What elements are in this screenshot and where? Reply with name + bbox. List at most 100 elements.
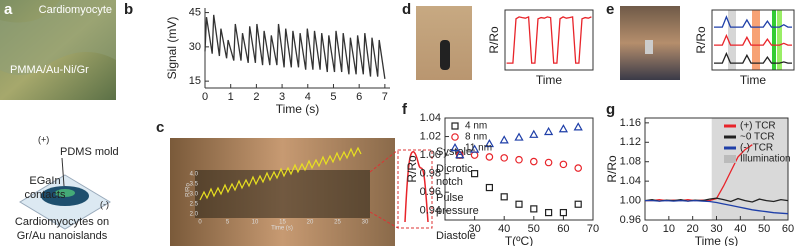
inset-y-tick: 4.0	[190, 172, 199, 178]
panel-letter: d	[402, 1, 411, 18]
inset-y-tick: 2.5	[190, 202, 199, 208]
sensor	[440, 40, 450, 70]
plot-frame	[504, 9, 594, 71]
photo-label: PMMA/Au-Ni/Gr	[10, 64, 89, 76]
label: notch	[436, 176, 463, 188]
y-axis-label: R/Ro	[694, 26, 708, 54]
y-tick-label: 0.96	[620, 214, 641, 226]
x-axis-label: T(ºC)	[505, 234, 533, 246]
inset-axis: 0 5 10 15 20 25 30 4.0 3.5 3.0 2.5 2.0	[190, 172, 369, 226]
series-line	[645, 199, 789, 215]
y-tick-label: 1.00	[420, 149, 441, 161]
label: PDMS mold	[60, 146, 119, 158]
panel-letter: f	[402, 101, 408, 118]
panel-letter: a	[4, 1, 13, 18]
x-tick-label: 70	[587, 223, 599, 235]
point	[500, 154, 509, 162]
label: Pulse	[436, 192, 464, 204]
legend-label: (-) TCR	[740, 143, 773, 154]
x-tick-label: 50	[758, 223, 770, 235]
point	[450, 142, 460, 152]
panel-letter: g	[606, 101, 615, 118]
point	[499, 135, 509, 144]
label: (-)	[100, 199, 109, 209]
y-tick-label: 0.94	[420, 205, 441, 217]
y-axis-label: R/Ro	[487, 26, 501, 54]
y-tick-label: 0.98	[420, 168, 441, 180]
y-tick-label: 15	[189, 75, 201, 87]
inset-trace	[199, 146, 362, 201]
plot-frame	[711, 9, 795, 71]
leader	[61, 157, 65, 187]
inset-ylabel: R/Ro	[186, 183, 192, 197]
x-tick-label: 20	[687, 223, 699, 235]
band	[772, 10, 776, 70]
panel-letter: e	[606, 1, 614, 18]
inset-chart	[195, 170, 370, 218]
x-tick-label: 50	[528, 223, 540, 235]
point	[484, 138, 495, 148]
point	[451, 133, 459, 141]
label: Gr/Au nanoislands	[17, 230, 108, 242]
cells	[55, 189, 75, 197]
label: pressure	[436, 205, 479, 217]
x-tick-label: 0	[202, 91, 208, 103]
inset-x-tick: 15	[279, 220, 286, 226]
point	[543, 126, 554, 136]
x-tick-label: 2	[253, 91, 259, 103]
panel-letter: c	[156, 119, 164, 136]
point	[559, 160, 568, 169]
x-tick-label: 40	[498, 223, 510, 235]
series-line	[714, 51, 792, 64]
x-tick-label: 3	[279, 91, 285, 103]
legend-label: ~0 TCR	[740, 132, 775, 143]
shaded-region	[711, 118, 788, 220]
point	[559, 208, 568, 217]
x-tick-label: 0	[642, 223, 648, 235]
point	[471, 170, 479, 178]
pulse-trace	[404, 151, 429, 223]
photo-texture	[0, 0, 116, 75]
point	[515, 155, 523, 164]
inset-y-tick: 3.5	[190, 182, 199, 188]
legend-label: 11 nm	[465, 143, 492, 154]
y-tick-label: 45	[189, 6, 201, 18]
y-tick-label: 0.96	[420, 186, 441, 198]
x-axis-label: Time (s)	[276, 102, 320, 116]
point	[529, 129, 539, 138]
x-tick-label: 60	[557, 223, 569, 235]
point	[530, 205, 538, 213]
y-tick-label: 1.16	[620, 117, 641, 129]
y-tick-label: 1.04	[420, 112, 441, 124]
zoom-box	[397, 149, 433, 229]
x-tick-label: 6	[356, 91, 362, 103]
inset-x-tick: 30	[362, 220, 369, 226]
point	[558, 124, 569, 133]
label: (+)	[38, 134, 49, 144]
label: Dicrotic	[436, 163, 473, 175]
series-line	[506, 15, 592, 64]
x-tick-label: 30	[468, 223, 480, 235]
legend-label: Illumination	[740, 154, 791, 165]
y-tick-label: 1.08	[620, 156, 641, 168]
band	[752, 10, 760, 70]
series-line	[204, 14, 386, 79]
inset-y-tick: 3.0	[190, 192, 199, 198]
x-tick-label: 10	[663, 223, 675, 235]
x-tick-label: 5	[330, 91, 336, 103]
panel-letter: b	[124, 1, 133, 18]
sensor	[645, 40, 653, 54]
inset-x-tick: 25	[334, 220, 341, 226]
y-axis-label: R/Ro	[405, 155, 419, 183]
x-tick-label: 30	[710, 223, 722, 235]
label: contacts	[25, 189, 66, 201]
zoom-line	[369, 149, 399, 173]
y-tick-label: 1.00	[620, 194, 641, 206]
series-line	[714, 15, 792, 28]
point	[574, 164, 583, 172]
legend-swatch	[724, 155, 736, 163]
x-tick-label: 7	[382, 91, 388, 103]
inset-xlabel: Time (s)	[271, 226, 293, 232]
y-axis-label: Signal (mV)	[165, 17, 179, 80]
